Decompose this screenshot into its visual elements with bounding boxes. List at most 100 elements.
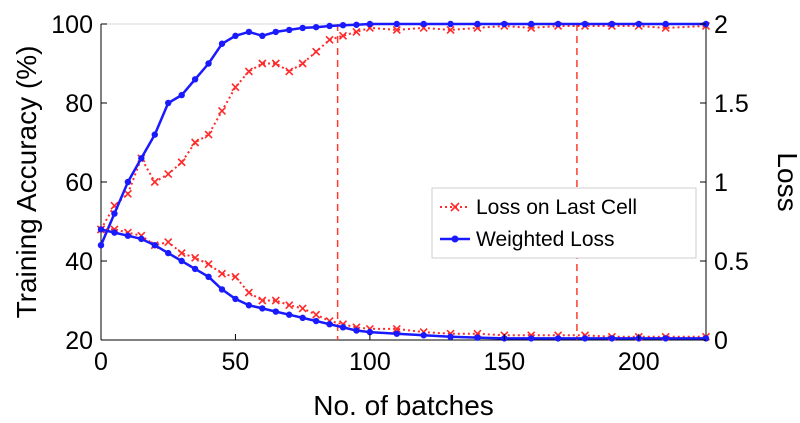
- marker-stroke: [164, 170, 173, 179]
- marker-stroke: [285, 301, 294, 310]
- marker-stroke: [204, 130, 213, 139]
- data-point-2-21: [392, 324, 401, 334]
- data-point-0-23: [446, 25, 455, 34]
- data-point-2-5: [164, 237, 173, 247]
- data-point-1-19: [353, 21, 360, 28]
- legend-item-loss-last-cell: Loss on Last Cell: [440, 196, 637, 219]
- marker-stroke: [352, 27, 361, 36]
- series-1: [97, 20, 710, 249]
- data-point-1-17: [326, 22, 333, 30]
- marker-stroke: [258, 296, 267, 305]
- data-point-2-6: [177, 249, 186, 258]
- right-axis-ticks: 0 0.5 1 1.5 2: [700, 11, 749, 355]
- data-point-1-9: [218, 40, 226, 47]
- data-point-3-0: [97, 226, 105, 233]
- data-point-1-11: [245, 28, 253, 36]
- data-point-0-4: [150, 177, 159, 187]
- data-point-3-2: [124, 232, 132, 239]
- data-point-3-31: [662, 335, 669, 342]
- data-point-0-12: [258, 59, 267, 68]
- marker-stroke: [150, 177, 159, 187]
- data-point-2-15: [298, 304, 307, 313]
- series-layer: [96, 20, 711, 342]
- data-point-2-11: [244, 288, 253, 297]
- legend-box: [431, 187, 697, 259]
- data-point-1-30: [635, 20, 642, 28]
- marker-stroke: [164, 237, 173, 247]
- x-tick-label-3: 150: [483, 348, 525, 376]
- legend-swatch-loss-last-cell: [440, 202, 470, 212]
- data-point-3-27: [554, 335, 562, 342]
- data-point-3-10: [232, 295, 239, 303]
- marker-stroke: [392, 324, 401, 334]
- data-point-3-23: [447, 333, 454, 341]
- legend-label-loss-last-cell: Loss on Last Cell: [476, 196, 637, 219]
- data-point-3-5: [165, 249, 172, 257]
- reference-lines: [336, 24, 578, 340]
- data-point-0-9: [217, 106, 227, 115]
- data-point-3-14: [286, 311, 293, 318]
- data-point-0-5: [164, 170, 173, 179]
- marker-stroke: [338, 31, 348, 40]
- marker-stroke: [177, 249, 186, 258]
- marker-stroke: [392, 25, 401, 34]
- marker-stroke: [325, 35, 334, 44]
- marker-stroke: [217, 269, 227, 278]
- data-point-0-17: [325, 35, 334, 44]
- data-point-1-23: [447, 20, 454, 28]
- legend-label-weighted-loss: Weighted Loss: [476, 228, 615, 251]
- marker-stroke: [204, 260, 213, 269]
- data-point-3-24: [474, 334, 481, 341]
- data-point-0-14: [285, 67, 294, 76]
- data-point-0-21: [392, 25, 401, 34]
- data-point-1-0: [97, 242, 105, 249]
- data-point-0-2: [123, 189, 132, 198]
- marker-stroke: [231, 83, 240, 92]
- data-point-1-8: [205, 60, 212, 67]
- data-point-0-6: [177, 158, 186, 167]
- data-point-0-8: [204, 130, 213, 139]
- data-point-0-15: [298, 59, 307, 68]
- x-tick-label-4: 200: [618, 348, 660, 376]
- data-point-2-14: [285, 301, 294, 310]
- data-point-3-12: [259, 305, 266, 312]
- data-point-0-11: [244, 67, 253, 76]
- data-point-1-18: [339, 21, 347, 29]
- data-point-3-16: [312, 317, 320, 325]
- data-point-1-16: [312, 23, 320, 31]
- data-point-3-17: [326, 321, 333, 328]
- data-point-1-7: [191, 76, 199, 83]
- data-point-2-12: [258, 296, 267, 305]
- data-point-2-16: [312, 310, 321, 319]
- legend-item-weighted-loss: Weighted Loss: [440, 228, 615, 251]
- marker-stroke: [446, 25, 455, 34]
- data-point-3-18: [339, 324, 347, 331]
- legend-swatch-weighted-loss: [440, 235, 470, 243]
- marker-stroke: [191, 138, 200, 147]
- series-3: [97, 226, 710, 342]
- data-point-1-28: [581, 20, 589, 28]
- left-axis-ticks: 20 40 60 80 100: [51, 11, 107, 355]
- data-point-3-1: [111, 229, 118, 236]
- data-point-3-11: [245, 302, 253, 309]
- left-tick-label-1: 40: [65, 248, 93, 276]
- data-point-1-26: [528, 20, 535, 28]
- left-tick-label-0: 20: [65, 327, 93, 355]
- data-point-1-24: [474, 20, 481, 28]
- data-point-3-22: [420, 332, 427, 339]
- data-point-3-32: [702, 335, 710, 342]
- marker-stroke: [312, 310, 321, 319]
- data-point-0-7: [191, 138, 200, 147]
- x-tick-label-2: 100: [349, 348, 391, 376]
- data-point-1-14: [286, 26, 293, 34]
- right-tick-label-2: 1: [714, 169, 728, 197]
- right-tick-label-1: 0.5: [714, 248, 749, 276]
- data-point-1-15: [299, 24, 306, 32]
- data-point-1-12: [259, 32, 266, 40]
- marker-stroke: [258, 59, 267, 68]
- marker-stroke: [244, 288, 253, 297]
- right-tick-label-3: 1.5: [714, 90, 749, 118]
- data-point-2-10: [231, 272, 240, 281]
- right-tick-label-4: 2: [714, 11, 728, 39]
- data-point-1-1: [111, 210, 118, 217]
